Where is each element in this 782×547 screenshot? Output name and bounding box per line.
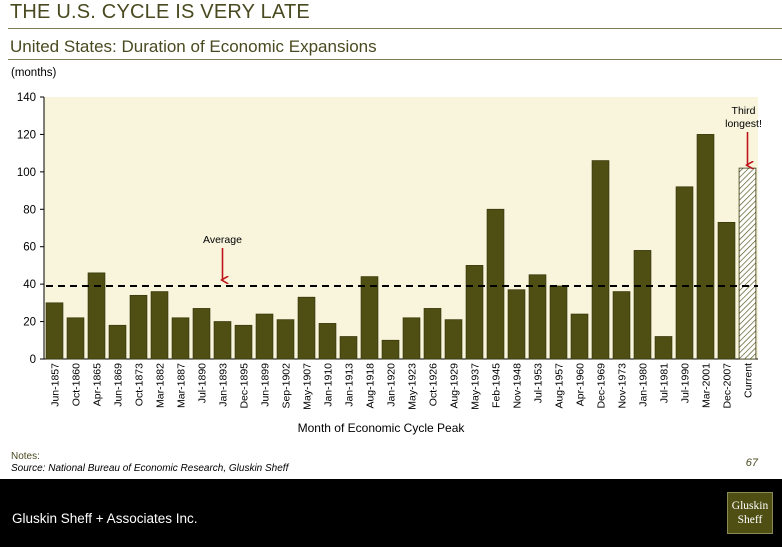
bar [45, 302, 64, 360]
bar-current [738, 167, 757, 360]
x-tick-label: Mar-1887 [176, 363, 188, 408]
bar [612, 291, 631, 360]
bar [318, 323, 337, 360]
bar [87, 272, 106, 360]
bar [213, 321, 232, 360]
x-tick-label: Nov-1948 [512, 363, 524, 409]
bar [717, 221, 736, 360]
x-tick-label: Jun-1857 [50, 363, 62, 407]
bar [150, 291, 169, 360]
x-tick-label: Jun-1899 [260, 363, 272, 407]
bar [192, 308, 211, 360]
bar [633, 250, 652, 360]
bar [255, 313, 274, 360]
x-tick-label: Jan-1910 [323, 363, 335, 407]
x-tick-label: Oct-1926 [428, 363, 440, 406]
bar [444, 319, 463, 360]
bar [66, 317, 85, 360]
y-axis-unit-label: (months) [11, 67, 57, 79]
x-tick-label: Oct-1873 [134, 363, 146, 406]
bar [528, 274, 547, 360]
x-tick-label: Apr-1865 [92, 363, 104, 406]
bar [339, 336, 358, 360]
bar [171, 317, 190, 360]
x-tick-label: Current [743, 363, 755, 398]
x-tick-label: Dec-1895 [239, 363, 251, 409]
bar [654, 336, 673, 360]
x-tick-label: Jun-1869 [113, 363, 125, 407]
bar [696, 134, 715, 360]
source-note: Source: National Bureau of Economic Rese… [11, 463, 289, 474]
logo-line-2: Sheff [737, 514, 763, 526]
y-tick-label: 80 [23, 204, 36, 216]
y-tick-label: 140 [17, 92, 36, 104]
x-tick-label: Mar-2001 [701, 363, 713, 408]
x-tick-label: Jan-1920 [386, 363, 398, 407]
bar [549, 285, 568, 360]
x-tick-label: Jan-1893 [218, 363, 230, 407]
bar [108, 324, 127, 360]
logo-line-1: Gluskin [731, 500, 769, 512]
bar [234, 324, 253, 360]
x-tick-label: Dec-1969 [596, 363, 608, 409]
bar [570, 313, 589, 360]
company-name: Gluskin Sheff + Associates Inc. [12, 511, 198, 526]
bar [297, 296, 316, 360]
x-tick-label: Jul-1953 [533, 363, 545, 403]
notes-label: Notes: [11, 451, 40, 462]
x-tick-label: Jan-1980 [638, 363, 650, 407]
bar [486, 208, 505, 360]
page-number: 67 [745, 457, 758, 469]
bar [381, 339, 400, 360]
x-tick-label: May-1923 [407, 363, 419, 410]
company-logo: Gluskin Sheff [727, 492, 773, 534]
y-tick-label: 0 [30, 354, 36, 366]
x-tick-label: Aug-1929 [449, 363, 461, 409]
bar [360, 276, 379, 360]
x-tick-label: Jul-1981 [659, 363, 671, 403]
bar-chart: 0 20 40 60 80 100 120 140 Jun-1857 Oct-1860 Apr-18… [17, 92, 762, 435]
x-tick-label: Aug-1957 [554, 363, 566, 409]
y-tick-label: 60 [23, 242, 36, 254]
bar [402, 317, 421, 360]
y-tick-label: 120 [17, 129, 36, 141]
x-tick-label: Sep-1902 [281, 363, 293, 409]
x-tick-label: May-1907 [302, 363, 314, 410]
bar [507, 289, 526, 360]
footer-bar: Gluskin Sheff + Associates Inc. Gluskin … [0, 479, 782, 547]
x-axis-title: Month of Economic Cycle Peak [298, 421, 466, 435]
x-tick-label: Jan-1913 [344, 363, 356, 407]
x-tick-label: Aug-1918 [365, 363, 377, 409]
x-tick-label: Dec-2007 [722, 363, 734, 409]
x-tick-label: Nov-1973 [617, 363, 629, 409]
bar [276, 319, 295, 360]
bar [675, 186, 694, 360]
chart-title: United States: Duration of Economic Expa… [10, 37, 377, 56]
bar [423, 308, 442, 360]
x-tick-label: Feb-1945 [491, 363, 503, 408]
x-tick-label: May-1937 [470, 363, 482, 410]
chart-title-divider [8, 59, 782, 60]
title-divider [8, 28, 782, 29]
x-tick-label: Mar-1882 [155, 363, 167, 408]
y-tick-label: 40 [23, 279, 36, 291]
y-tick-label: 20 [23, 317, 36, 329]
x-tick-label: Jul-1990 [680, 363, 692, 403]
y-tick-label: 100 [17, 167, 36, 179]
average-annotation: Average [203, 234, 242, 246]
x-tick-label: Jul-1890 [197, 363, 209, 403]
third-longest-annotation: Third longest! [725, 105, 762, 130]
slide-title: THE U.S. CYCLE IS VERY LATE [10, 1, 310, 23]
x-tick-label: Apr-1960 [575, 363, 587, 406]
bar [465, 265, 484, 360]
bar [591, 160, 610, 360]
x-tick-label: Oct-1860 [71, 363, 83, 406]
bar [129, 294, 148, 360]
